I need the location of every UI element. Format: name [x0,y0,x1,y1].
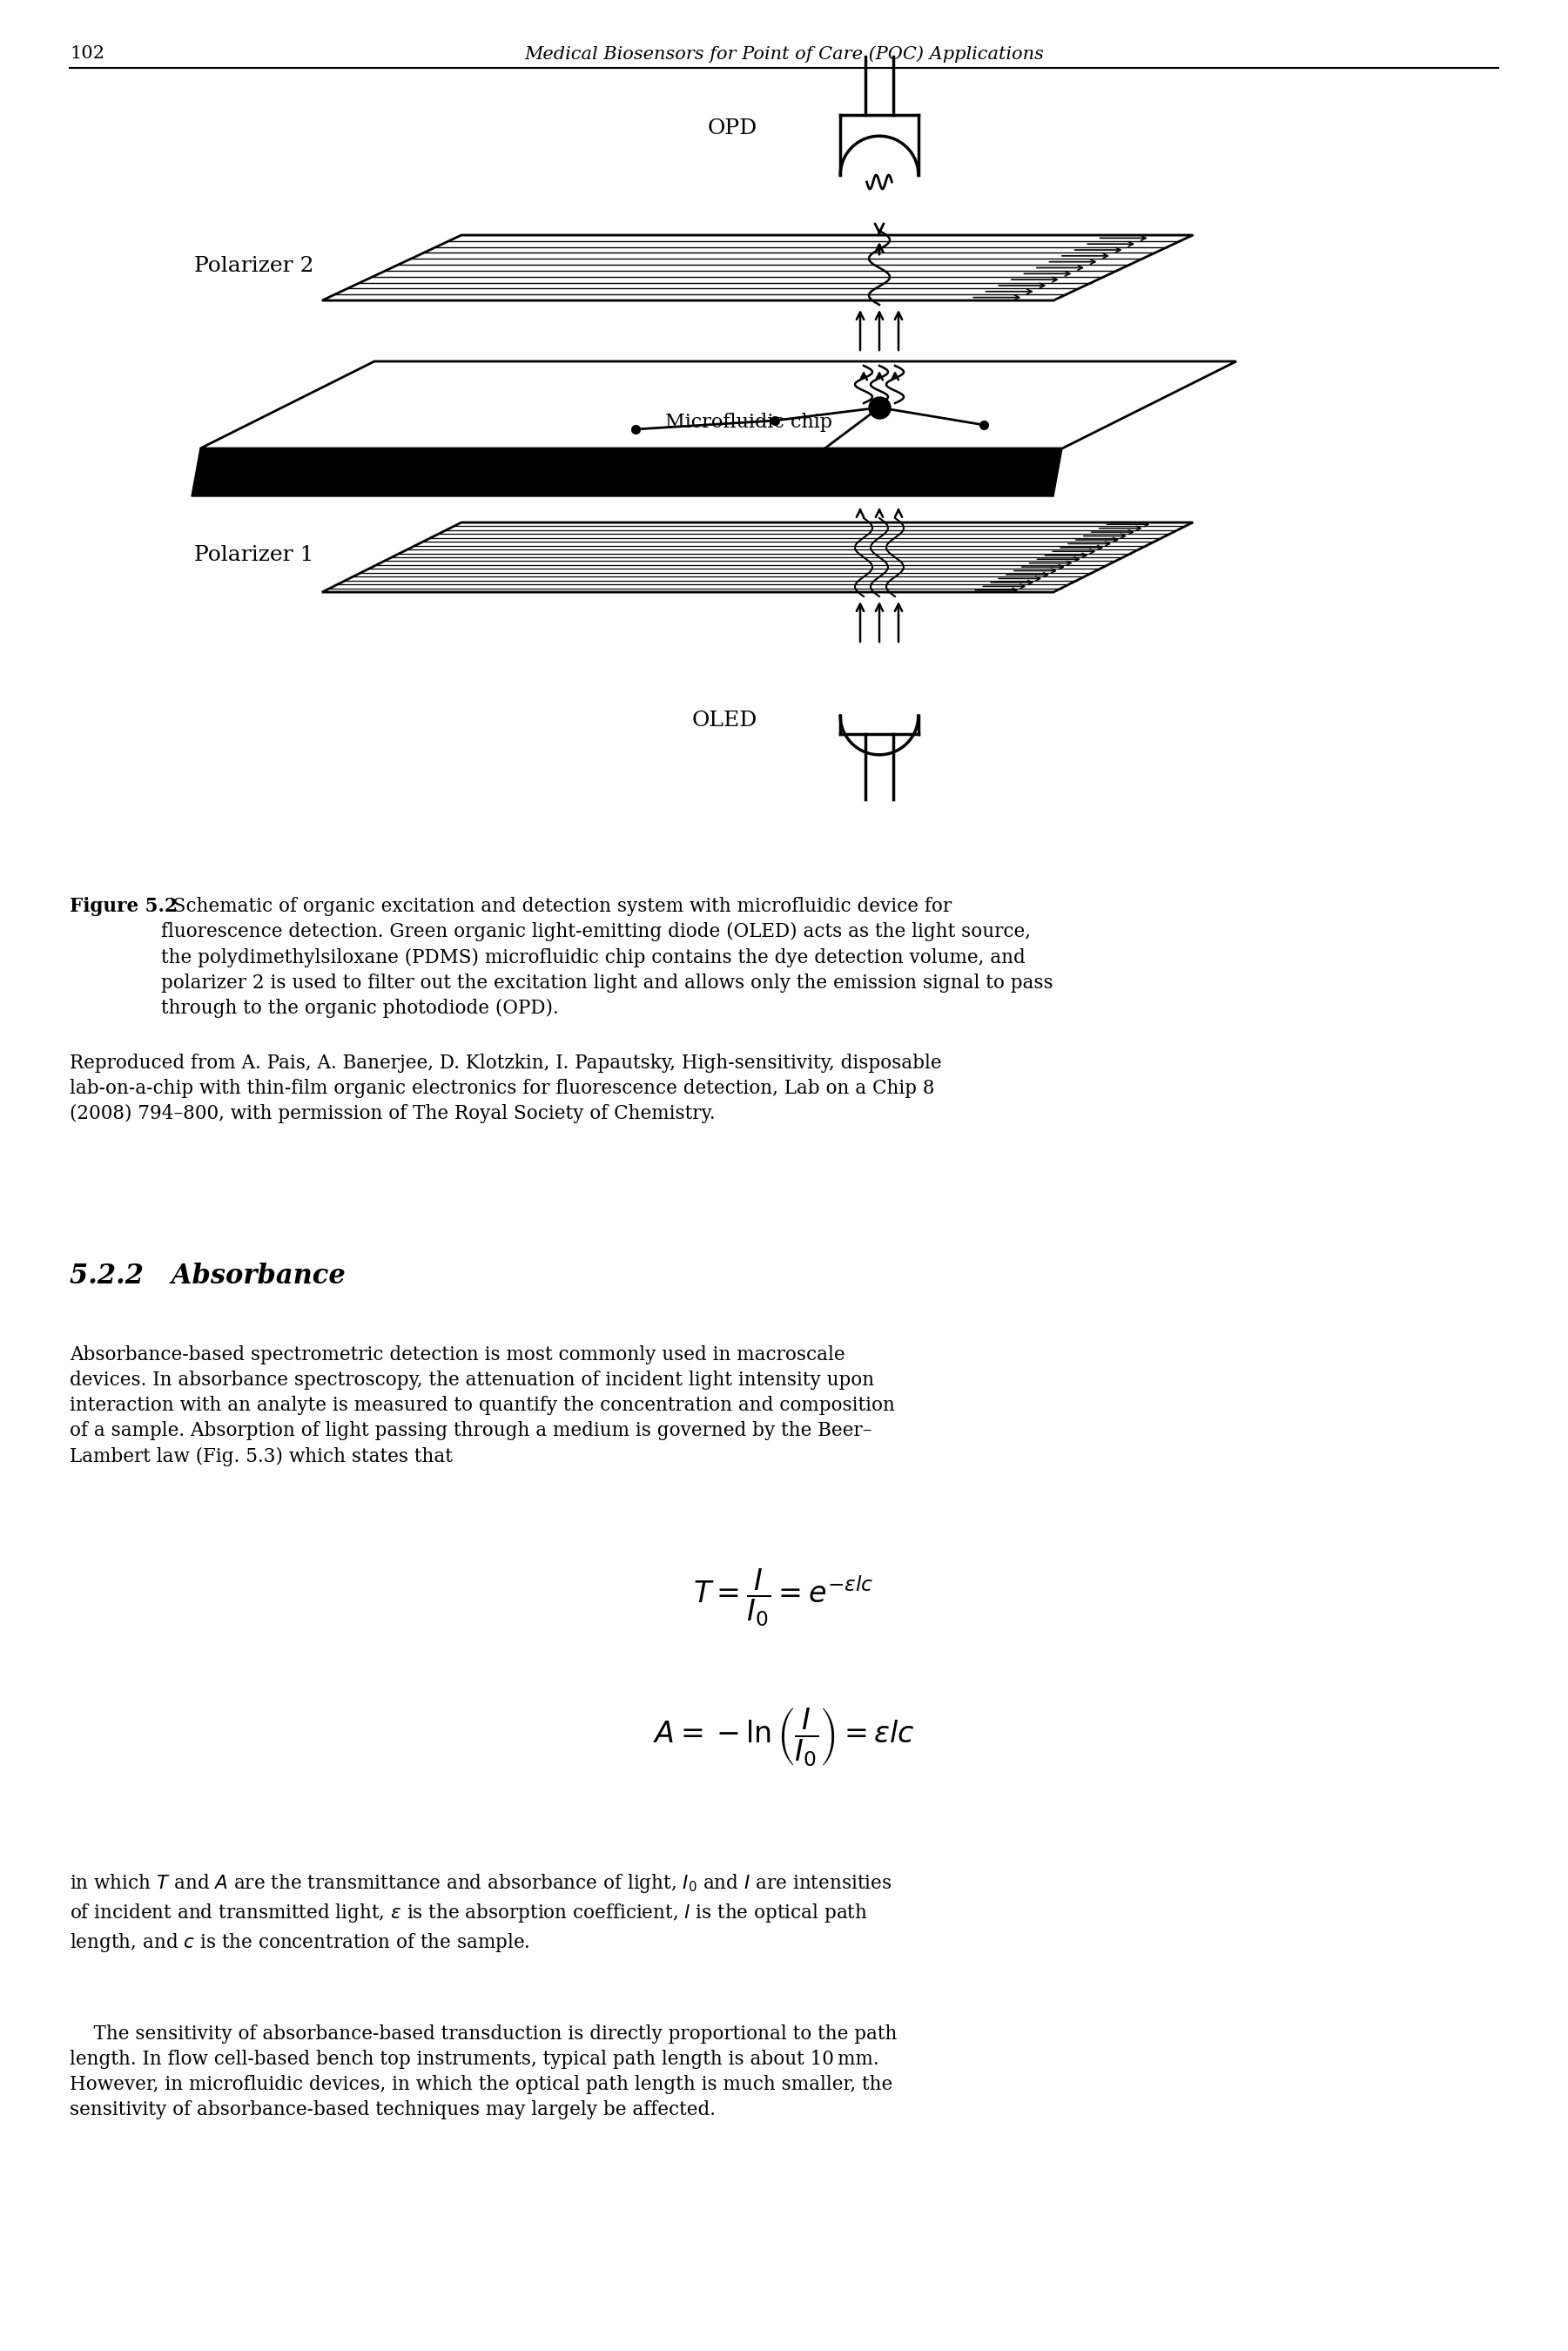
Text: OPD: OPD [707,120,757,139]
Text: Schematic of organic excitation and detection system with microfluidic device fo: Schematic of organic excitation and dete… [162,896,1054,1018]
Text: OLED: OLED [691,710,757,731]
Text: The sensitivity of absorbance-based transduction is directly proportional to the: The sensitivity of absorbance-based tran… [69,2024,897,2121]
Polygon shape [321,522,1193,592]
Text: Figure 5.2: Figure 5.2 [69,896,177,917]
Text: in which $T$ and $A$ are the transmittance and absorbance of light, $I_0$ and $I: in which $T$ and $A$ are the transmittan… [69,1871,892,1954]
Text: $A = -\ln \left( \dfrac{I}{I_0} \right) = \varepsilon lc$: $A = -\ln \left( \dfrac{I}{I_0} \right) … [652,1707,914,1768]
Text: Medical Biosensors for Point of Care (POC) Applications: Medical Biosensors for Point of Care (PO… [524,45,1044,63]
Text: Polarizer 1: Polarizer 1 [194,545,314,567]
Text: Microfluidic chip: Microfluidic chip [665,414,833,433]
Polygon shape [191,449,1062,496]
Polygon shape [201,362,1236,449]
Polygon shape [321,235,1193,301]
Text: 5.2.2   Absorbance: 5.2.2 Absorbance [69,1262,345,1291]
Text: Reproduced from A. Pais, A. Banerjee, D. Klotzkin, I. Papautsky, High-sensitivit: Reproduced from A. Pais, A. Banerjee, D.… [69,1053,942,1124]
Text: $T = \dfrac{I}{I_0} = e^{-\varepsilon lc}$: $T = \dfrac{I}{I_0} = e^{-\varepsilon lc… [693,1568,873,1629]
Text: Absorbance-based spectrometric detection is most commonly used in macroscale
dev: Absorbance-based spectrometric detection… [69,1345,895,1467]
Text: Polarizer 2: Polarizer 2 [194,256,314,275]
Text: 102: 102 [69,45,105,61]
